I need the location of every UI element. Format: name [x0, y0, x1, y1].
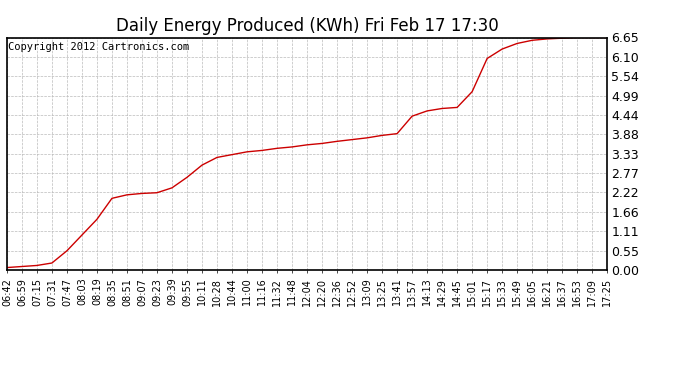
Text: Copyright 2012 Cartronics.com: Copyright 2012 Cartronics.com [8, 42, 189, 52]
Title: Daily Energy Produced (KWh) Fri Feb 17 17:30: Daily Energy Produced (KWh) Fri Feb 17 1… [116, 16, 498, 34]
